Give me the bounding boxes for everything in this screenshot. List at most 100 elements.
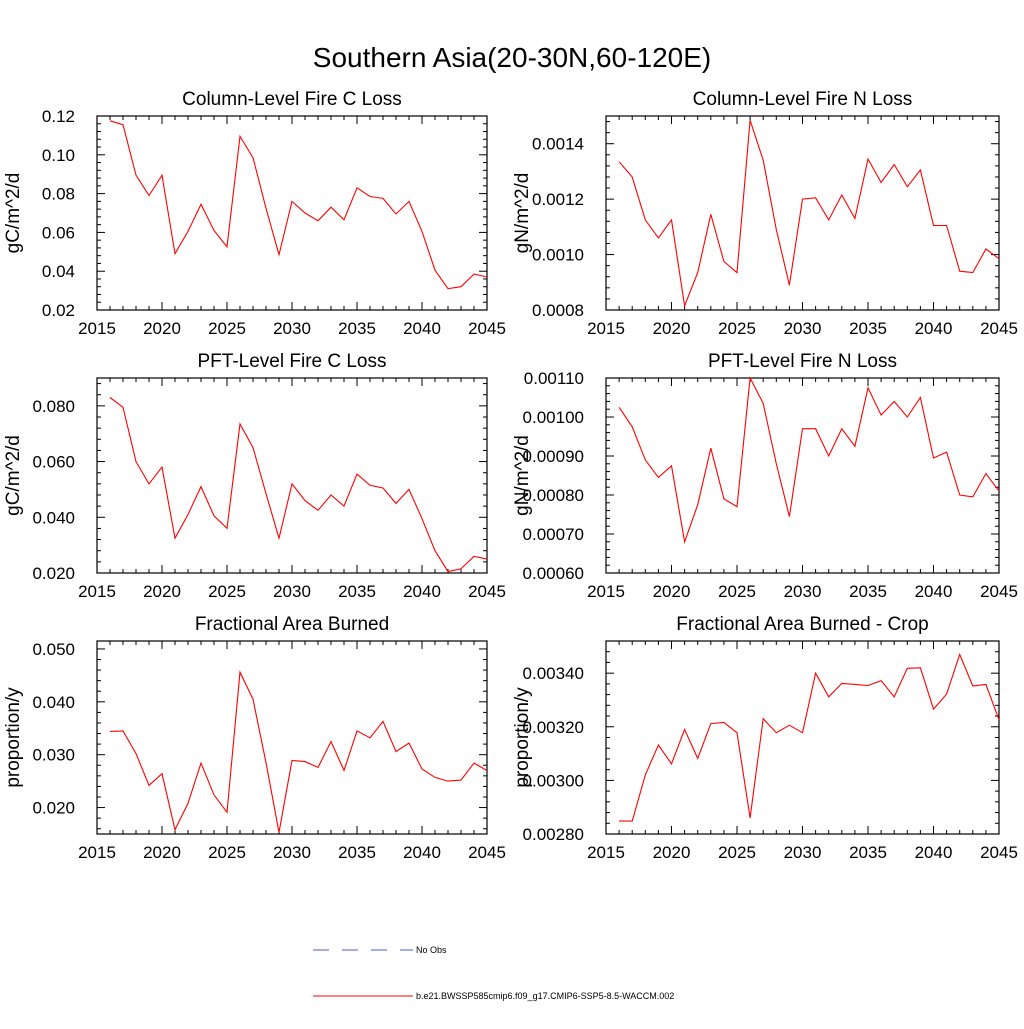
legend-label-model: b.e21.BWSSP585cmip6.f09_g17.CMIP6-SSP5-8… [416,991,674,1001]
y-tick-label: 0.0008 [532,301,584,320]
x-tick-label: 2040 [915,319,953,338]
x-tick-label: 2035 [338,319,376,338]
y-axis-label: gC/m^2/d [3,435,24,516]
y-tick-label: 0.020 [32,799,75,818]
y-tick-label: 0.060 [32,453,75,472]
y-axis-label: proportion/y [512,687,533,788]
x-tick-label: 2045 [468,582,506,601]
panel-title: PFT-Level Fire N Loss [708,351,897,372]
series-line [618,376,1000,544]
plot-frame [605,640,1000,835]
series-line [109,120,488,290]
x-tick-label: 2045 [468,319,506,338]
x-tick-label: 2030 [784,582,822,601]
y-tick-label: 0.080 [32,397,75,416]
series-line [618,120,1000,308]
x-tick-label: 2020 [143,582,181,601]
y-tick-label: 0.00280 [523,825,584,844]
x-tick-label: 2015 [78,843,116,862]
x-tick-label: 2035 [849,319,887,338]
x-tick-label: 2020 [143,319,181,338]
y-tick-label: 0.0014 [532,135,584,154]
y-tick-label: 0.050 [32,640,75,659]
x-tick-label: 2035 [849,582,887,601]
plot-frame [96,115,488,311]
x-tick-label: 2025 [208,843,246,862]
x-tick-label: 2020 [653,843,691,862]
x-tick-label: 2045 [980,319,1018,338]
x-tick-label: 2025 [718,843,756,862]
y-tick-label: 0.0012 [532,190,584,209]
y-tick-label: 0.00340 [523,664,584,683]
y-tick-label: 0.06 [42,223,75,242]
x-tick-label: 2045 [980,843,1018,862]
plot-frame [96,640,488,835]
panel-title: PFT-Level Fire C Loss [198,351,387,372]
panel-6: Fractional Area Burned - Crop proportion/… [512,614,1018,862]
x-tick-label: 2030 [273,319,311,338]
y-tick-label: 0.04 [42,262,75,281]
x-tick-label: 2040 [403,319,441,338]
x-tick-label: 2030 [784,843,822,862]
x-tick-label: 2030 [273,582,311,601]
panel-4: PFT-Level Fire N Loss gN/m^2/d 2015 2020 202… [512,351,1018,601]
y-tick-label: 0.00080 [523,486,584,505]
panel-1: Column-Level Fire C Loss gC/m^2/d 2015 2020… [3,89,506,338]
panel-5: Fractional Area Burned proportion/y 2015 20… [3,614,506,862]
x-tick-label: 2040 [915,582,953,601]
y-tick-label: 0.00070 [523,525,584,544]
panel-title: Fractional Area Burned [195,614,389,635]
legend: No Obs b.e21.BWSSP585cmip6.f09_g17.CMIP6-… [313,945,674,1001]
x-tick-label: 2035 [338,843,376,862]
x-tick-label: 2025 [718,582,756,601]
x-tick-label: 2015 [78,582,116,601]
x-tick-label: 2025 [718,319,756,338]
x-tick-label: 2015 [587,843,625,862]
series-line [109,670,488,833]
x-tick-label: 2040 [915,843,953,862]
figure-title: Southern Asia(20-30N,60-120E) [313,42,711,73]
legend-label-obs: No Obs [416,945,447,955]
plot-frame [605,115,1000,311]
y-tick-label: 0.00320 [523,718,584,737]
y-axis-label: proportion/y [3,687,24,788]
y-tick-label: 0.040 [32,693,75,712]
y-axis-label: gC/m^2/d [3,173,24,254]
y-tick-label: 0.00110 [524,369,584,388]
y-tick-label: 0.10 [42,146,75,165]
y-tick-label: 0.00300 [523,771,584,790]
y-tick-label: 0.040 [32,508,75,527]
x-tick-label: 2040 [403,582,441,601]
x-tick-label: 2020 [143,843,181,862]
x-tick-label: 2045 [468,843,506,862]
y-tick-label: 0.00100 [523,408,584,427]
x-tick-label: 2015 [587,319,625,338]
y-tick-label: 0.030 [32,746,75,765]
panel-title: Column-Level Fire C Loss [182,89,402,110]
x-tick-label: 2030 [784,319,822,338]
y-tick-label: 0.08 [42,185,75,204]
panel-2: Column-Level Fire N Loss gN/m^2/d 2015 2020… [512,89,1018,338]
y-tick-label: 0.00060 [523,564,584,583]
panel-title: Fractional Area Burned - Crop [676,614,928,635]
series-line [109,397,488,573]
y-tick-label: 0.00090 [523,447,584,466]
x-tick-label: 2025 [208,319,246,338]
x-tick-label: 2035 [338,582,376,601]
x-tick-label: 2020 [653,582,691,601]
y-tick-label: 0.020 [32,564,75,583]
series-line [619,652,1000,822]
x-tick-label: 2030 [273,843,311,862]
y-tick-label: 0.12 [42,107,75,126]
x-tick-label: 2015 [587,582,625,601]
y-axis-label: gN/m^2/d [512,435,533,516]
panel-3: PFT-Level Fire C Loss gC/m^2/d 2015 2020 202… [3,351,506,601]
x-tick-label: 2020 [653,319,691,338]
panel-title: Column-Level Fire N Loss [693,89,913,110]
y-tick-label: 0.0010 [532,246,584,265]
x-tick-label: 2025 [208,582,246,601]
plot-frame [605,377,1000,574]
y-tick-label: 0.02 [42,301,75,320]
